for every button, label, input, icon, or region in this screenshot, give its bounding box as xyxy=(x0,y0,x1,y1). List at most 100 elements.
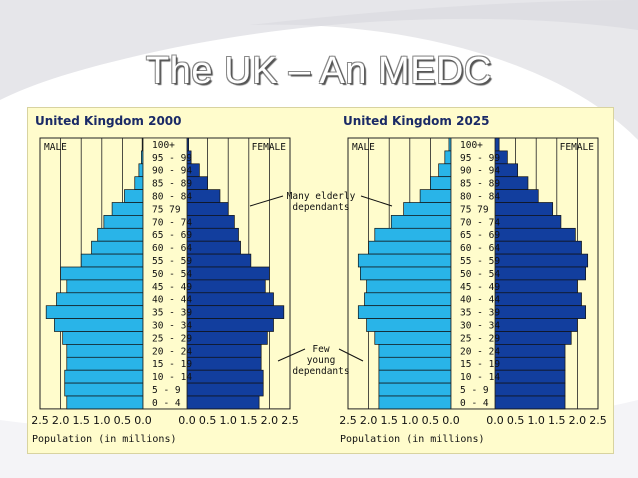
x-tick-label: 0.5 xyxy=(422,414,440,427)
male-bar xyxy=(66,395,144,410)
age-label: 50 - 54 xyxy=(152,269,192,280)
male-bar xyxy=(357,305,452,319)
female-bar xyxy=(186,344,262,358)
age-label: 15 - 19 xyxy=(460,359,500,370)
age-label: 80 - 84 xyxy=(460,192,500,203)
female-bar xyxy=(186,266,270,281)
female-bar xyxy=(494,253,589,268)
chart-title-0: United Kingdom 2000 xyxy=(35,114,182,128)
x-tick-label: 0.0 xyxy=(442,414,460,427)
female-bar xyxy=(186,395,260,410)
age-label: 25 - 29 xyxy=(460,333,500,344)
female-bar xyxy=(494,215,562,229)
age-label: 95 - 99 xyxy=(460,153,500,164)
female-bar xyxy=(494,331,572,345)
annotation-elderly: Many elderly xyxy=(287,191,356,202)
age-label: 65 - 69 xyxy=(460,230,500,241)
age-label: 30 - 34 xyxy=(460,321,500,332)
male-bar xyxy=(66,344,144,358)
age-label: 55 - 59 xyxy=(152,256,192,267)
age-label: 85 - 89 xyxy=(152,179,192,190)
age-label: 45 - 49 xyxy=(152,282,192,293)
female-bar xyxy=(186,369,264,384)
male-bar xyxy=(64,382,144,397)
male-bar xyxy=(66,356,144,371)
female-bar xyxy=(494,292,582,307)
male-bar xyxy=(124,189,144,203)
female-bar xyxy=(494,305,586,319)
x-tick-label: 1.5 xyxy=(72,414,90,427)
age-label: 55 - 59 xyxy=(460,256,500,267)
male-bar xyxy=(60,266,144,281)
male-bar xyxy=(62,331,144,345)
male-bar xyxy=(45,305,144,319)
female-bar xyxy=(186,202,229,216)
age-label: 65 - 69 xyxy=(152,230,192,241)
male-bar xyxy=(97,227,144,242)
male-bar xyxy=(54,318,144,332)
male-bar xyxy=(364,292,452,307)
male-bar xyxy=(91,240,144,255)
female-bar xyxy=(494,189,539,203)
x-tick-label: 0.5 xyxy=(507,414,524,427)
x-tick-label: 0.5 xyxy=(199,414,217,427)
x-tick-label: 2.5 xyxy=(281,414,299,427)
male-bar xyxy=(438,163,452,178)
male-bar xyxy=(103,215,144,229)
age-label: 90 - 94 xyxy=(152,166,192,177)
male-bar xyxy=(390,215,452,229)
age-label: 40 - 44 xyxy=(152,295,192,306)
annotation-young: dependants xyxy=(292,366,349,377)
female-bar xyxy=(494,318,578,332)
age-label: 100+ xyxy=(460,140,483,151)
male-bar xyxy=(444,150,452,165)
x-tick-label: 1.0 xyxy=(527,414,545,427)
x-tick-label: 2.5 xyxy=(31,414,49,427)
male-bar xyxy=(430,176,452,190)
male-bar xyxy=(360,266,452,281)
age-label: 5 - 9 xyxy=(152,385,181,396)
age-label: 75 79 xyxy=(152,204,181,215)
male-bar xyxy=(419,189,452,203)
annotation-arrow xyxy=(277,348,306,362)
age-label: 10 - 14 xyxy=(152,372,192,383)
x-tick-label: 0.0 xyxy=(178,414,196,427)
male-bar xyxy=(366,318,452,332)
male-bar xyxy=(138,163,144,178)
x-tick-label: 1.5 xyxy=(548,414,566,427)
female-bar xyxy=(186,382,264,397)
x-tick-label: 1.5 xyxy=(380,414,398,427)
female-bar xyxy=(494,395,566,410)
female-bar xyxy=(494,266,586,281)
female-bar xyxy=(186,305,285,319)
male-bar xyxy=(368,240,452,255)
x-tick-label: 2.0 xyxy=(569,414,587,427)
female-bar xyxy=(494,240,582,255)
chart-panel: United Kingdom 2000 100+ 95 - 99 90 - 94 85 … xyxy=(27,107,614,454)
female-bar xyxy=(186,356,262,371)
female-label: FEMALE xyxy=(252,142,287,153)
age-label: 60 - 64 xyxy=(460,243,500,254)
male-bar xyxy=(403,202,452,216)
x-tick-label: 1.0 xyxy=(401,414,419,427)
male-bar xyxy=(66,279,144,294)
x-tick-label: 2.0 xyxy=(360,414,378,427)
x-tick-label: 1.0 xyxy=(219,414,237,427)
x-tick-label: 2.5 xyxy=(589,414,607,427)
age-label: 35 - 39 xyxy=(460,308,500,319)
age-label: 20 - 24 xyxy=(460,346,500,357)
annotation-young: young xyxy=(307,355,336,366)
male-bar xyxy=(64,369,144,384)
male-bar xyxy=(56,292,144,307)
annotation-arrow xyxy=(338,348,364,362)
age-label: 15 - 19 xyxy=(152,359,192,370)
annotation-young: Few xyxy=(312,344,329,355)
female-bar xyxy=(494,382,566,397)
age-label: 95 - 99 xyxy=(152,153,192,164)
age-label: 25 - 29 xyxy=(152,333,192,344)
age-label: 100+ xyxy=(152,140,175,151)
female-bar xyxy=(186,240,241,255)
x-axis-label: Population (in millions) xyxy=(340,434,485,445)
age-label: 70 - 74 xyxy=(460,217,500,228)
female-bar xyxy=(186,227,239,242)
